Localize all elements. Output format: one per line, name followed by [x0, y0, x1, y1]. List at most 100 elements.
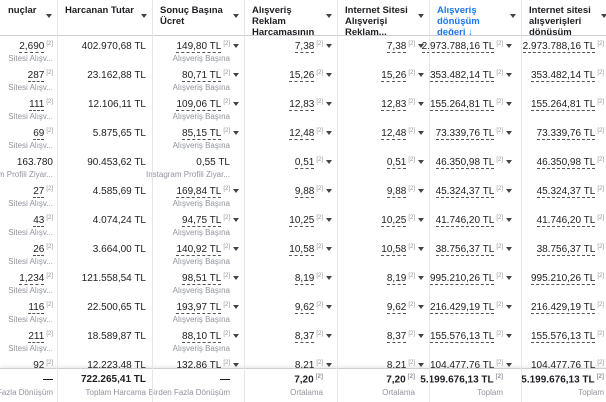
- dropdown-arrow[interactable]: [506, 102, 512, 106]
- dropdown-arrow[interactable]: [418, 247, 424, 251]
- value-text[interactable]: 85,15 TL: [182, 128, 222, 141]
- value-text[interactable]: 8,37: [294, 331, 315, 344]
- dropdown-arrow[interactable]: [326, 73, 332, 77]
- value-text[interactable]: 38.756,37 TL: [536, 244, 596, 257]
- value-text[interactable]: 10,58: [381, 244, 407, 257]
- value-text[interactable]: 12,83: [289, 99, 315, 112]
- dropdown-arrow[interactable]: [418, 44, 424, 48]
- value-text[interactable]: 10,25: [381, 215, 407, 228]
- value-text[interactable]: 287: [27, 70, 45, 83]
- value-text[interactable]: 104.477,76 TL: [430, 360, 495, 373]
- dropdown-arrow[interactable]: [233, 305, 239, 309]
- value-text[interactable]: 2,690: [19, 41, 45, 54]
- dropdown-arrow[interactable]: [326, 334, 332, 338]
- value-text[interactable]: 46.350,98 TL: [536, 157, 596, 170]
- dropdown-arrow[interactable]: [506, 334, 512, 338]
- value-text[interactable]: 0,51: [294, 157, 315, 170]
- column-header[interactable]: Alışveriş dönüşüm değeri ↓: [429, 0, 521, 36]
- dropdown-arrow[interactable]: [326, 305, 332, 309]
- dropdown-arrow[interactable]: [326, 276, 332, 280]
- value-text[interactable]: 111: [29, 99, 45, 112]
- dropdown-arrow[interactable]: [418, 334, 424, 338]
- value-text[interactable]: 26: [33, 244, 45, 257]
- value-text[interactable]: 43: [33, 215, 45, 228]
- dropdown-arrow[interactable]: [506, 218, 512, 222]
- value-text[interactable]: 2.973.788,16 TL: [522, 41, 596, 54]
- value-text[interactable]: 88,10 TL: [182, 331, 222, 344]
- value-text[interactable]: 8,19: [386, 273, 407, 286]
- value-text[interactable]: 41.746,20 TL: [536, 215, 596, 228]
- dropdown-arrow[interactable]: [233, 73, 239, 77]
- dropdown-arrow[interactable]: [233, 334, 239, 338]
- value-text[interactable]: 140,92 TL: [176, 244, 222, 257]
- sort-arrow[interactable]: [326, 14, 332, 18]
- value-text[interactable]: 94,75 TL: [182, 215, 222, 228]
- value-text[interactable]: 216.429,19 TL: [531, 302, 596, 315]
- dropdown-arrow[interactable]: [506, 189, 512, 193]
- column-header[interactable]: nuçlar: [0, 0, 57, 36]
- value-text[interactable]: 98,51 TL: [182, 273, 222, 286]
- value-text[interactable]: 149,80 TL: [176, 41, 222, 54]
- value-text[interactable]: 73.339,76 TL: [435, 128, 495, 141]
- dropdown-arrow[interactable]: [233, 363, 239, 367]
- value-text[interactable]: 104.477,76 TL: [531, 360, 596, 373]
- dropdown-arrow[interactable]: [326, 44, 332, 48]
- dropdown-arrow[interactable]: [418, 160, 424, 164]
- value-text[interactable]: 169,84 TL: [176, 186, 222, 199]
- value-text[interactable]: 12,83: [381, 99, 407, 112]
- sort-arrow[interactable]: [601, 14, 606, 18]
- value-text[interactable]: 216.429,19 TL: [430, 302, 495, 315]
- dropdown-arrow[interactable]: [233, 189, 239, 193]
- value-text[interactable]: 12,48: [289, 128, 315, 141]
- value-text[interactable]: 7,38: [294, 41, 315, 54]
- dropdown-arrow[interactable]: [506, 160, 512, 164]
- value-text[interactable]: 15,26: [289, 70, 315, 83]
- value-text[interactable]: 80,71 TL: [182, 70, 222, 83]
- value-text[interactable]: 92: [33, 360, 45, 373]
- value-text[interactable]: 9,62: [294, 302, 315, 315]
- value-text[interactable]: 155.264,81 TL: [430, 99, 495, 112]
- dropdown-arrow[interactable]: [506, 363, 512, 367]
- sort-arrow[interactable]: [418, 14, 424, 18]
- value-text[interactable]: 155.576,13 TL: [430, 331, 495, 344]
- dropdown-arrow[interactable]: [233, 131, 239, 135]
- value-text[interactable]: 10,25: [289, 215, 315, 228]
- value-text[interactable]: 27: [33, 186, 45, 199]
- value-text[interactable]: 2.973.788,16 TL: [421, 41, 495, 54]
- dropdown-arrow[interactable]: [233, 102, 239, 106]
- sort-arrow[interactable]: [46, 14, 52, 18]
- dropdown-arrow[interactable]: [233, 276, 239, 280]
- value-text[interactable]: 45.324,37 TL: [536, 186, 596, 199]
- dropdown-arrow[interactable]: [418, 305, 424, 309]
- value-text[interactable]: 193,97 TL: [176, 302, 222, 315]
- value-text[interactable]: 41.746,20 TL: [435, 215, 495, 228]
- dropdown-arrow[interactable]: [506, 276, 512, 280]
- value-text[interactable]: 9,62: [386, 302, 407, 315]
- value-text[interactable]: 69: [33, 128, 45, 141]
- dropdown-arrow[interactable]: [418, 363, 424, 367]
- dropdown-arrow[interactable]: [326, 218, 332, 222]
- column-header[interactable]: Alışveriş Reklam Harcamasının Getirisi: [244, 0, 337, 36]
- dropdown-arrow[interactable]: [326, 363, 332, 367]
- dropdown-arrow[interactable]: [233, 247, 239, 251]
- value-text[interactable]: 995.210,26 TL: [430, 273, 495, 286]
- dropdown-arrow[interactable]: [326, 247, 332, 251]
- dropdown-arrow[interactable]: [418, 218, 424, 222]
- value-text[interactable]: 9,88: [386, 186, 407, 199]
- value-text[interactable]: 8,21: [294, 360, 315, 373]
- dropdown-arrow[interactable]: [326, 102, 332, 106]
- value-text[interactable]: 38.756,37 TL: [435, 244, 495, 257]
- dropdown-arrow[interactable]: [506, 44, 512, 48]
- value-text[interactable]: 116: [28, 302, 45, 315]
- value-text[interactable]: 155.264,81 TL: [531, 99, 596, 112]
- dropdown-arrow[interactable]: [418, 276, 424, 280]
- value-text[interactable]: 211: [28, 331, 45, 344]
- dropdown-arrow[interactable]: [418, 131, 424, 135]
- sort-arrow[interactable]: [510, 14, 516, 18]
- dropdown-arrow[interactable]: [326, 189, 332, 193]
- value-text[interactable]: 8,19: [294, 273, 315, 286]
- value-text[interactable]: 353.482,14 TL: [430, 70, 495, 83]
- value-text[interactable]: 8,21: [386, 360, 407, 373]
- value-text[interactable]: 73.339,76 TL: [536, 128, 596, 141]
- sort-arrow[interactable]: [233, 14, 239, 18]
